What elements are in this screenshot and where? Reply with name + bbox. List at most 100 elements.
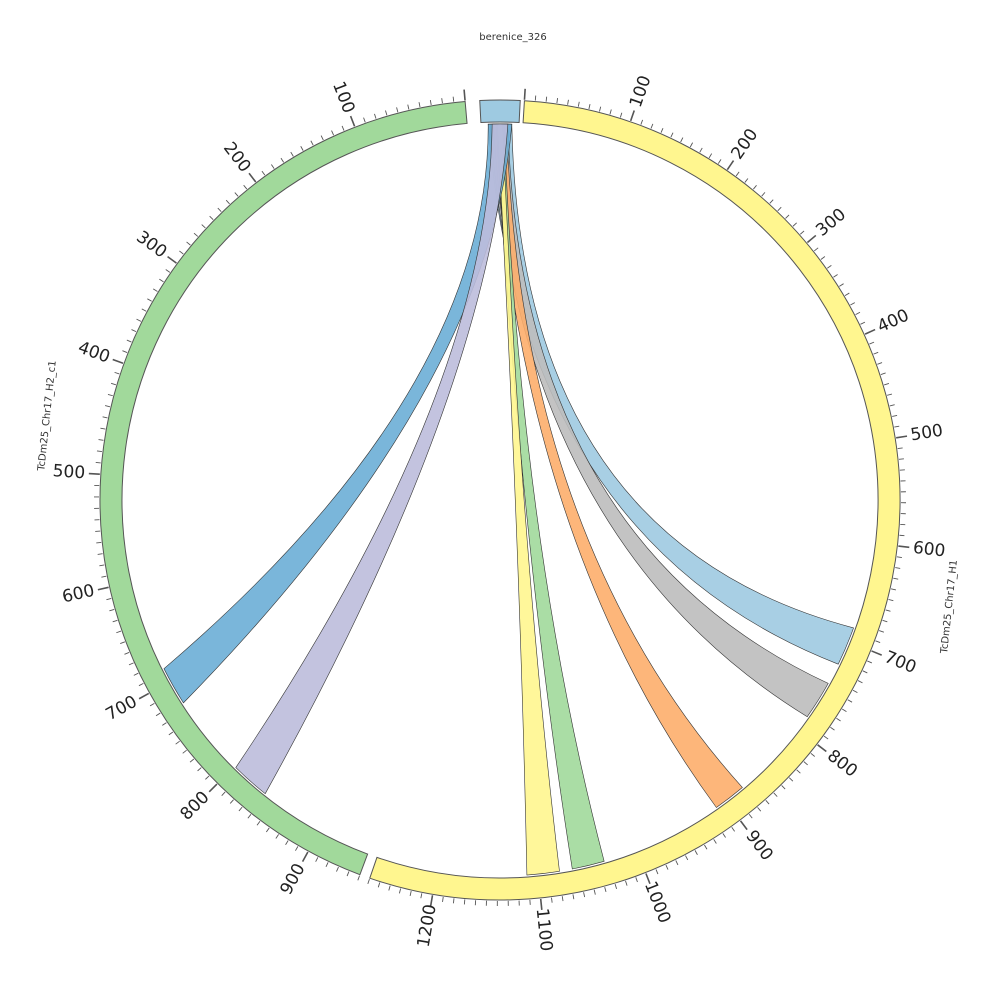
minor-tick	[844, 292, 850, 297]
minor-tick	[138, 682, 144, 687]
minor-tick	[315, 857, 319, 862]
major-tick	[523, 88, 526, 100]
minor-tick	[731, 826, 736, 832]
tick-label-h2-400: 400	[75, 338, 112, 368]
minor-tick	[109, 608, 115, 612]
minor-tick	[788, 777, 794, 782]
minor-tick	[155, 712, 161, 717]
minor-tick	[619, 112, 623, 118]
minor-tick	[229, 799, 234, 804]
tick-label-h1-900: 900	[741, 827, 776, 865]
minor-tick	[131, 329, 137, 333]
major-tick	[539, 898, 543, 910]
minor-tick	[452, 96, 455, 102]
tick-label-h1-800: 800	[823, 746, 861, 782]
minor-tick	[357, 875, 360, 881]
minor-tick	[781, 785, 786, 790]
minor-tick	[105, 405, 111, 408]
minor-tick	[593, 889, 596, 895]
minor-tick	[875, 640, 881, 644]
minor-tick	[761, 192, 766, 197]
minor-tick	[152, 288, 158, 292]
minor-tick	[407, 104, 410, 110]
minor-tick	[189, 758, 195, 763]
tick-label-h2-300: 300	[132, 227, 170, 262]
major-tick	[138, 692, 150, 700]
minor-tick	[841, 708, 847, 713]
ticks-layer	[88, 88, 910, 910]
major-tick	[629, 110, 635, 122]
minor-tick	[300, 146, 304, 151]
minor-tick	[377, 882, 381, 888]
minor-tick	[98, 439, 104, 441]
major-tick	[817, 744, 827, 753]
minor-tick	[175, 740, 180, 745]
minor-tick	[885, 609, 891, 612]
minor-tick	[331, 130, 335, 136]
minor-tick	[110, 382, 117, 386]
minor-tick	[310, 140, 314, 146]
tick-label-h2-600: 600	[60, 581, 96, 608]
minor-tick	[141, 308, 147, 312]
minor-tick	[572, 894, 575, 900]
minor-tick	[96, 450, 102, 453]
tick-label-h2-800: 800	[177, 787, 214, 824]
minor-tick	[880, 372, 886, 375]
minor-tick	[341, 125, 345, 131]
minor-tick	[699, 147, 703, 153]
link-h1-900	[493, 123, 743, 808]
minor-tick	[193, 232, 199, 237]
minor-tick	[256, 820, 261, 826]
tick-label-h1-600: 600	[912, 538, 947, 562]
tick-label-h1-300: 300	[812, 205, 850, 241]
minor-tick	[182, 749, 187, 754]
major-tick	[248, 172, 257, 183]
minor-tick	[124, 651, 130, 655]
minor-tick	[650, 123, 654, 129]
minor-tick	[895, 567, 901, 569]
minor-tick	[346, 871, 350, 877]
tick-label-h2-900: 900	[276, 860, 309, 898]
minor-tick	[442, 896, 444, 902]
segment-label-h1: TcDm25_Chr17_H1	[939, 559, 960, 655]
minor-tick	[556, 98, 559, 104]
minor-tick	[704, 844, 708, 850]
minor-tick	[441, 98, 443, 104]
major-tick	[463, 89, 466, 101]
tick-label-h2-200: 200	[219, 138, 255, 176]
minor-tick	[221, 791, 226, 796]
minor-tick	[280, 157, 285, 163]
minor-tick	[753, 185, 757, 190]
minor-tick	[792, 222, 797, 227]
minor-tick	[209, 215, 214, 221]
minor-tick	[894, 425, 900, 428]
minor-tick	[884, 383, 890, 386]
minor-tick	[385, 110, 388, 116]
minor-tick	[583, 892, 586, 898]
minor-tick	[285, 840, 289, 845]
major-tick	[429, 895, 434, 907]
segment-berenice	[479, 99, 521, 124]
minor-tick	[205, 775, 210, 780]
minor-tick	[97, 553, 103, 555]
minor-tick	[168, 731, 174, 736]
major-tick	[88, 472, 100, 476]
segment-label-h2: TcDm25_Chr17_H2_c1	[36, 360, 59, 473]
minor-tick	[873, 351, 879, 355]
minor-tick	[855, 311, 861, 315]
minor-tick	[388, 885, 391, 891]
segment-label-berenice: berenice_326	[479, 32, 546, 43]
minor-tick	[452, 898, 455, 904]
minor-tick	[735, 171, 740, 177]
minor-tick	[833, 274, 838, 278]
minor-tick	[374, 113, 377, 119]
minor-tick	[114, 371, 120, 375]
segment-h1	[369, 100, 901, 901]
minor-tick	[120, 641, 126, 645]
minor-tick	[660, 127, 664, 133]
minor-tick	[708, 153, 713, 159]
minor-tick	[201, 224, 206, 229]
minor-tick	[265, 827, 270, 833]
minor-tick	[655, 869, 659, 875]
minor-tick	[561, 896, 564, 902]
